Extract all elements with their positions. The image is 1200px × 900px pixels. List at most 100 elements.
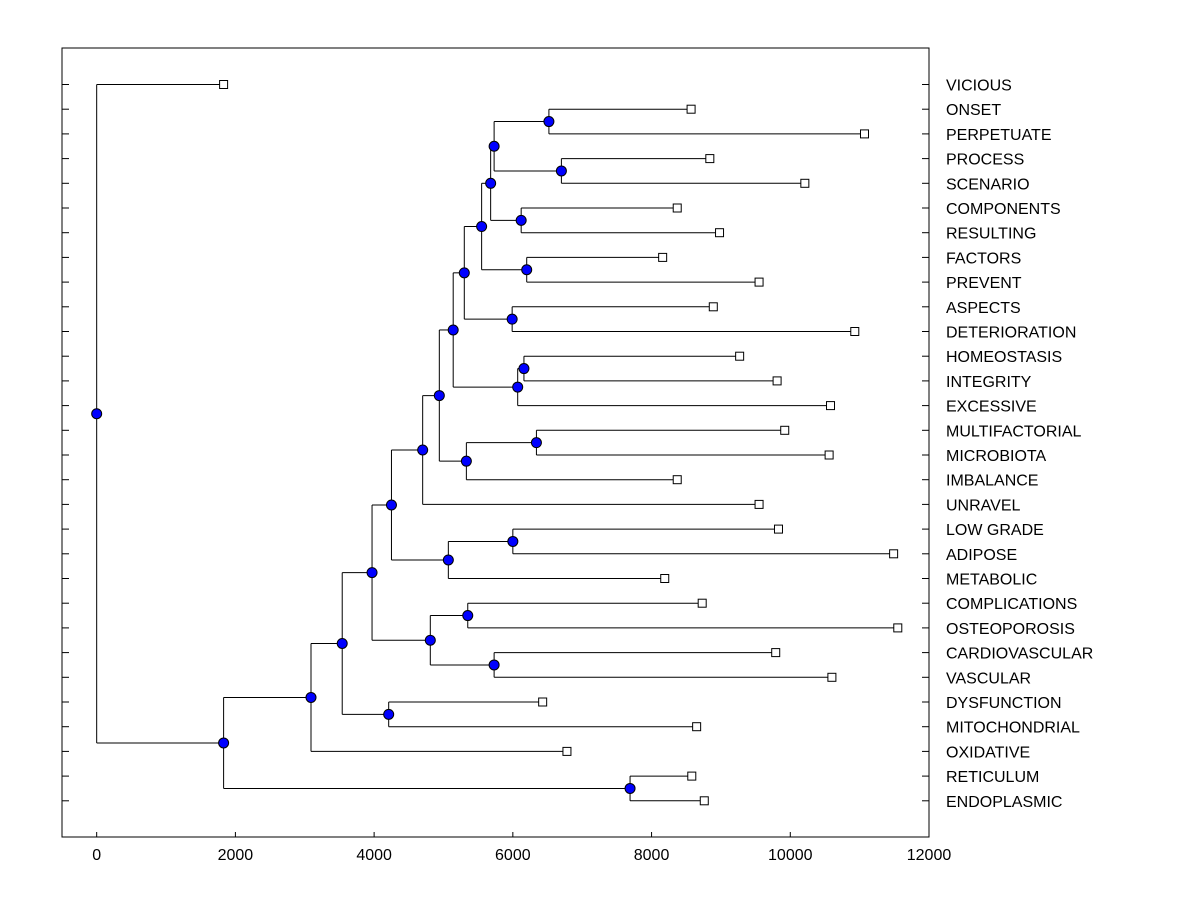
leaf-marker (893, 623, 903, 633)
merge-node (521, 264, 533, 276)
leaf-label: DYSFUNCTION (946, 695, 1062, 712)
merge-node (515, 214, 527, 226)
leaf-marker (705, 154, 715, 164)
leaf-labels: VICIOUS ONSET PERPETUATE PROCESS SCENARIO COM… (946, 78, 1093, 811)
merge-node (543, 116, 555, 128)
merge-node (385, 499, 397, 511)
merge-node (383, 708, 395, 720)
leaf-label: SCENARIO (946, 176, 1030, 193)
leaf-label: ENDOPLASMIC (946, 794, 1062, 811)
x-tick-label: 12000 (907, 847, 952, 864)
leaf-marker (686, 104, 696, 114)
leaf-marker (824, 450, 834, 460)
leaf-label: PREVENT (946, 275, 1022, 292)
plot-frame (61, 47, 930, 838)
merge-node (442, 554, 454, 566)
leaf-label: ADIPOSE (946, 547, 1017, 564)
merge-node (624, 782, 636, 794)
leaf-marker (772, 376, 782, 386)
leaf-label: FACTORS (946, 250, 1021, 267)
x-tick-label: 2000 (218, 847, 254, 864)
merge-node (91, 408, 103, 420)
leaf-marker (889, 549, 899, 559)
x-axis: 0 2000 4000 6000 8000 10000 12000 (92, 832, 951, 864)
leaf-marker (672, 475, 682, 485)
leaf-marker (699, 796, 709, 806)
merge-node (305, 691, 317, 703)
leaf-marker (735, 351, 745, 361)
leaf-label: OSTEOPOROSIS (946, 621, 1075, 638)
leaf-label: COMPONENTS (946, 201, 1061, 218)
merge-node (488, 140, 500, 152)
leaf-label: METABOLIC (946, 572, 1037, 589)
merge-node (218, 737, 230, 749)
leaf-label: LOW GRADE (946, 522, 1044, 539)
merge-node (530, 437, 542, 449)
leaf-label: ASPECTS (946, 300, 1021, 317)
leaf-label: MICROBIOTA (946, 448, 1046, 465)
leaf-label: UNRAVEL (946, 497, 1020, 514)
merge-node (476, 221, 488, 233)
leaf-label: EXCESSIVE (946, 399, 1037, 416)
merge-node (447, 324, 459, 336)
merge-node (336, 637, 348, 649)
merge-node (417, 444, 429, 456)
merge-node (433, 390, 445, 402)
leaf-marker (827, 672, 837, 682)
leaf-marker (715, 228, 725, 238)
right-axis-ticks (922, 84, 929, 802)
merge-node (488, 659, 500, 671)
leaf-marker (697, 598, 707, 608)
leaf-label: MULTIFACTORIAL (946, 423, 1082, 440)
leaf-marker (660, 574, 670, 583)
merge-node (458, 267, 470, 279)
leaf-label: RESULTING (946, 226, 1036, 243)
leaf-label: MITOCHONDRIAL (946, 720, 1080, 737)
merge-node (555, 165, 567, 177)
leaf-marker (754, 277, 764, 287)
leaf-label: PROCESS (946, 152, 1024, 169)
merge-node (366, 567, 378, 579)
x-tick-label: 10000 (768, 847, 813, 864)
leaf-label: PERPETUATE (946, 127, 1052, 144)
leaf-marker (538, 697, 548, 707)
leaf-marker (773, 524, 783, 534)
leaf-marker (658, 252, 668, 262)
merge-node (424, 634, 436, 646)
leaf-label: DETERIORATION (946, 325, 1076, 342)
leaf-marker (692, 722, 702, 732)
leaf-marker (562, 746, 572, 756)
merge-node (460, 455, 472, 467)
dendrogram-links (96, 84, 898, 802)
leaf-markers (219, 80, 903, 806)
merge-node (485, 177, 497, 189)
leaf-marker (708, 302, 718, 312)
leaf-label: VICIOUS (946, 78, 1012, 95)
merge-node (518, 363, 530, 375)
leaf-label: COMPLICATIONS (946, 596, 1077, 613)
merge-nodes (91, 116, 636, 794)
x-tick-label: 8000 (634, 847, 670, 864)
x-tick-label: 0 (92, 847, 101, 864)
leaf-marker (219, 80, 229, 89)
leaf-marker (754, 499, 764, 509)
x-tick-label: 4000 (356, 847, 392, 864)
merge-node (462, 610, 474, 622)
leaf-marker (800, 178, 810, 188)
leaf-marker (687, 771, 697, 781)
leaf-label: CARDIOVASCULAR (946, 646, 1093, 663)
leaf-marker (859, 129, 869, 139)
leaf-label: OXIDATIVE (946, 744, 1030, 761)
leaf-label: ONSET (946, 102, 1001, 119)
leaf-marker (780, 425, 790, 435)
leaf-label: INTEGRITY (946, 374, 1032, 391)
leaf-label: VASCULAR (946, 670, 1031, 687)
merge-node (512, 381, 524, 393)
merge-node (507, 535, 519, 547)
leaf-marker (771, 648, 781, 658)
leaf-label: IMBALANCE (946, 473, 1038, 490)
leaf-marker (672, 203, 682, 213)
leaf-marker (826, 401, 836, 411)
x-tick-label: 6000 (495, 847, 531, 864)
